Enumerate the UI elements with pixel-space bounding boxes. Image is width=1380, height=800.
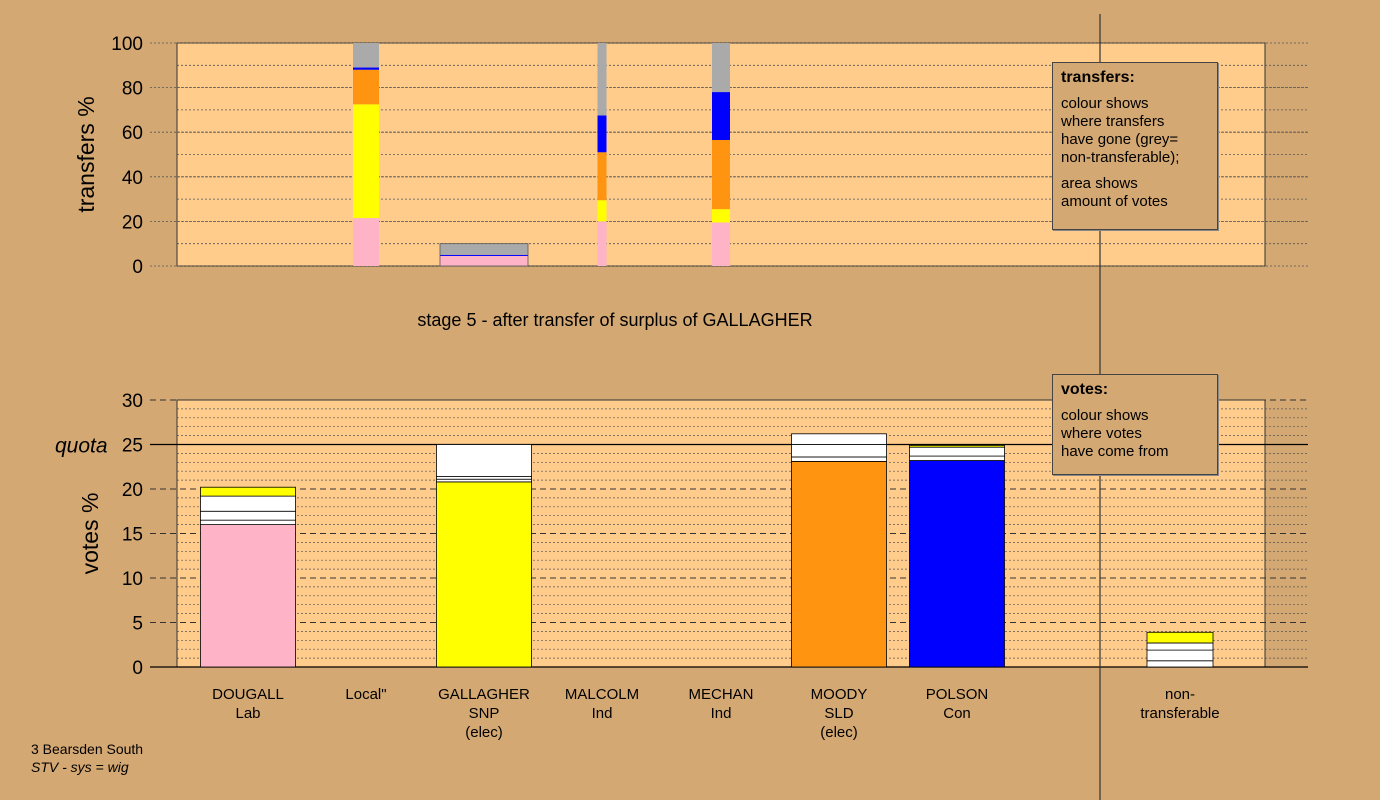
transfer-segment-malcolm-sld — [597, 152, 607, 201]
vote-segment-moody-sld-white — [791, 433, 887, 445]
vote-segment-polson-con-con — [909, 460, 1005, 668]
vote-segment-moody-sld-sld — [791, 461, 887, 668]
transfer-segment-mechan-lab — [712, 222, 730, 266]
vote-segment-non-transferable-white — [1146, 642, 1214, 651]
transfers-tick-label: 0 — [132, 257, 143, 278]
votes-tick-label: 20 — [122, 480, 143, 501]
candidate-label-moody-2: (elec) — [820, 724, 858, 741]
transfers-tick-label: 60 — [122, 123, 143, 144]
vote-segment-non-transferable-white — [1146, 660, 1214, 668]
vote-segment-polson-con-white — [909, 455, 1005, 461]
transfer-segment-local-snp — [353, 104, 379, 219]
candidate-label-polson-1: Con — [943, 705, 971, 722]
votes-y-axis-label: votes % — [77, 493, 103, 575]
vote-segment-non-transferable-snp — [1146, 631, 1214, 644]
transfer-segment-local-non_transferable — [353, 43, 379, 68]
transfer-segment-mechan-con — [712, 92, 730, 141]
transfer-segment-gallagher-non_transferable — [440, 243, 528, 255]
candidate-label-malcolm-1: Ind — [592, 705, 613, 722]
vote-segment-non-transferable-white — [1146, 649, 1214, 662]
candidate-label-non-1: transferable — [1140, 705, 1219, 722]
transfer-segment-gallagher-lab — [440, 255, 528, 266]
transfers-tick-label: 100 — [111, 34, 143, 55]
candidate-label-dougall-1: Lab — [235, 705, 260, 722]
transfer-segment-local-lab — [353, 218, 379, 266]
footer-system: STV - sys = wig — [31, 759, 129, 775]
candidate-label-moody-0: MOODY — [811, 686, 868, 703]
candidate-label-moody-1: SLD — [824, 705, 853, 722]
candidate-label-gallagher-1: SNP — [469, 705, 500, 722]
transfer-outline-gallagher — [439, 243, 529, 267]
transfer-segment-malcolm-con — [597, 115, 607, 153]
candidate-label-mechan-1: Ind — [711, 705, 732, 722]
vote-segment-dougall-lab-white — [200, 495, 296, 512]
quota-label: quota — [55, 435, 108, 458]
transfers-legend-text-1: colour shows where transfers have gone (… — [1061, 95, 1180, 166]
transfer-segment-mechan-non_transferable — [712, 43, 730, 93]
votes-tick-label: 30 — [122, 391, 143, 412]
candidate-label-gallagher-0: GALLAGHER — [438, 686, 530, 703]
transfers-legend-text-2: area shows amount of votes — [1061, 175, 1168, 210]
transfers-legend: transfers: colour shows where transfers … — [1052, 62, 1218, 230]
vote-segment-dougall-lab-snp — [200, 486, 296, 497]
vote-segment-polson-con-snp — [909, 444, 1005, 448]
votes-tick-label: 0 — [132, 658, 143, 679]
vote-segment-moody-sld-white — [791, 456, 887, 462]
votes-tick-label: 25 — [122, 436, 143, 457]
vote-segment-polson-con-white — [909, 446, 1005, 457]
candidate-label-dougall-0: DOUGALL — [212, 686, 284, 703]
votes-tick-label: 5 — [132, 614, 143, 635]
vote-segment-gallagher-snp-white — [436, 476, 532, 480]
candidate-label-mechan-0: MECHAN — [688, 686, 753, 703]
votes-legend-text-1: colour shows where votes have come from — [1061, 407, 1169, 460]
votes-tick-label: 10 — [122, 569, 143, 590]
transfer-segment-gallagher-con — [440, 254, 528, 256]
transfer-segment-mechan-sld — [712, 140, 730, 210]
votes-legend-heading: votes: — [1061, 381, 1109, 398]
transfer-segment-local-con — [353, 67, 379, 70]
transfers-legend-heading: transfers: — [1061, 69, 1135, 86]
vote-segment-moody-sld-white — [791, 444, 887, 458]
candidate-label-polson-0: POLSON — [926, 686, 989, 703]
transfers-tick-label: 40 — [122, 168, 143, 189]
transfers-tick-label: 20 — [122, 212, 143, 233]
vote-segment-gallagher-snp-white — [436, 444, 532, 477]
candidate-label-malcolm-0: MALCOLM — [565, 686, 639, 703]
vote-segment-dougall-lab-white — [200, 519, 296, 526]
vote-segment-dougall-lab-lab — [200, 524, 296, 668]
transfers-y-axis-label: transfers % — [73, 96, 99, 212]
stage-title: stage 5 - after transfer of surplus of G… — [417, 310, 812, 330]
transfer-segment-malcolm-non_transferable — [597, 43, 607, 116]
votes-legend: votes: colour shows where votes have com… — [1052, 374, 1218, 475]
transfer-segment-malcolm-lab — [597, 221, 607, 266]
transfers-tick-label: 80 — [122, 79, 143, 100]
transfer-segment-local-sld — [353, 69, 379, 105]
votes-tick-label: 15 — [122, 525, 143, 546]
vote-segment-dougall-lab-white — [200, 510, 296, 521]
vote-segment-gallagher-snp-snp — [436, 481, 532, 668]
candidate-label-non-0: non- — [1165, 686, 1195, 703]
footer: 3 Bearsden South STV - sys = wig — [31, 740, 143, 776]
transfer-segment-malcolm-snp — [597, 200, 607, 222]
candidate-label-gallagher-2: (elec) — [465, 724, 503, 741]
vote-segment-gallagher-snp-white — [436, 478, 532, 483]
transfer-segment-mechan-snp — [712, 209, 730, 223]
candidate-label-local-0: Local" — [345, 686, 386, 703]
footer-ward: 3 Bearsden South — [31, 741, 144, 757]
